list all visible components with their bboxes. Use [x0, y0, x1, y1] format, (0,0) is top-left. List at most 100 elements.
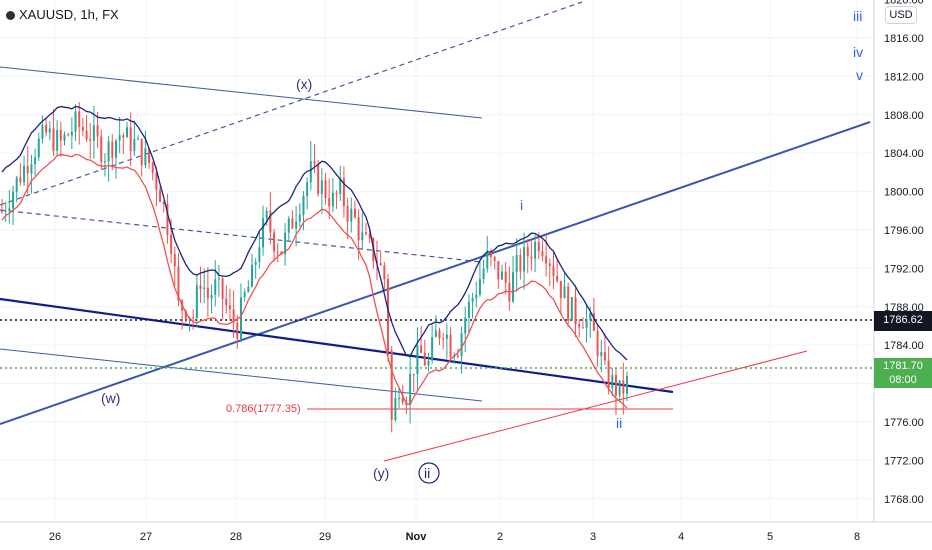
- candle-body: [195, 285, 198, 319]
- candle-body: [273, 232, 276, 252]
- candle-body: [464, 317, 467, 334]
- candle-body: [254, 261, 257, 265]
- candle-body: [236, 322, 239, 339]
- candle-body: [559, 280, 562, 299]
- candle-body: [585, 319, 588, 329]
- candle-body: [530, 256, 533, 259]
- candle-body: [170, 234, 173, 254]
- candle-body: [8, 208, 11, 211]
- candle-body: [427, 360, 430, 366]
- candle-body: [137, 138, 140, 140]
- candle-body: [581, 327, 584, 329]
- candle-body: [361, 232, 364, 241]
- candle-body: [210, 294, 213, 299]
- candle-body: [416, 345, 419, 374]
- wave-label-w: (w): [101, 390, 120, 406]
- candle-body: [177, 266, 180, 301]
- candle-body: [166, 204, 169, 235]
- candle-body: [184, 310, 187, 319]
- candle-body: [368, 233, 371, 239]
- currency-button[interactable]: USD: [885, 6, 917, 24]
- candle-body: [295, 221, 298, 229]
- wave-label-ii-circle: ii: [424, 465, 430, 481]
- candle-body: [603, 352, 606, 361]
- candle-body: [122, 135, 125, 138]
- y-tick-label: 1796.00: [884, 225, 924, 237]
- symbol-title[interactable]: XAUUSD, 1h, FX: [6, 7, 119, 22]
- candle-body: [276, 251, 279, 253]
- candle-body: [284, 232, 287, 255]
- candle-body: [501, 271, 503, 280]
- candle-body: [607, 360, 610, 389]
- candle-body: [431, 337, 434, 361]
- symbol-text: XAUUSD, 1h, FX: [19, 7, 119, 22]
- candle-body: [70, 131, 73, 136]
- wave-circle: [418, 462, 440, 484]
- candle-body: [111, 141, 114, 158]
- candle-body: [78, 111, 81, 127]
- x-tick-label: Nov: [406, 531, 428, 543]
- lower-band-line: [1, 153, 628, 409]
- candle-body: [85, 130, 88, 140]
- level-1786-box: [874, 311, 932, 331]
- upper-band-line: [1, 105, 628, 361]
- candle-body: [379, 263, 382, 266]
- wave-label-iv: iv: [853, 44, 863, 60]
- candle-body: [324, 180, 327, 199]
- candle-body: [618, 380, 621, 396]
- dashed-upper-channel: [0, 1, 583, 206]
- candle-body: [45, 124, 48, 133]
- candle-body: [23, 165, 26, 183]
- candle-body: [346, 205, 349, 222]
- x-tick-label: 2: [497, 531, 503, 543]
- y-tick-label: 1812.00: [884, 71, 924, 83]
- candle-body: [151, 162, 154, 173]
- candle-body: [1, 210, 3, 212]
- candle-body: [353, 208, 356, 218]
- upper-channel-line: [0, 66, 483, 119]
- candle-body: [570, 297, 573, 321]
- candles: [1, 102, 628, 433]
- candle-body: [114, 140, 117, 158]
- candle-body: [217, 278, 220, 280]
- candle-body: [475, 294, 478, 299]
- chart-grid: [0, 0, 874, 522]
- candle-body: [317, 164, 320, 194]
- wave-label-v: v: [856, 67, 863, 83]
- candle-body: [423, 352, 426, 366]
- candle-body: [306, 182, 309, 197]
- x-tick-label: 27: [140, 531, 152, 543]
- candle-body: [155, 172, 158, 190]
- wave-label-iii: iii: [853, 8, 862, 24]
- candle-body: [265, 210, 268, 219]
- candle-body: [206, 287, 209, 299]
- candle-body: [489, 250, 492, 258]
- candle-body: [420, 345, 423, 353]
- candle-body: [471, 298, 474, 302]
- candle-body: [48, 128, 51, 133]
- candle-body: [412, 373, 415, 375]
- candle-body: [357, 217, 360, 241]
- candle-body: [342, 178, 345, 206]
- y-tick-label: 1784.00: [884, 340, 924, 352]
- level-1786-label: 1786.62: [883, 314, 923, 326]
- candle-body: [387, 279, 390, 351]
- candle-body: [173, 253, 176, 267]
- wave-label-y: (y): [373, 465, 389, 481]
- y-tick-label: 1808.00: [884, 110, 924, 122]
- candle-body: [614, 375, 617, 396]
- candle-body: [126, 127, 128, 138]
- candle-body: [486, 250, 489, 269]
- candle-body: [140, 138, 143, 166]
- candle-body: [445, 334, 448, 339]
- candle-body: [578, 324, 581, 328]
- x-tick-label: 28: [230, 531, 242, 543]
- red-rising-line: [383, 350, 808, 462]
- candle-body: [258, 247, 261, 262]
- candle-body: [162, 202, 165, 205]
- candle-body: [34, 157, 37, 165]
- candle-body: [537, 241, 540, 252]
- last-price-label: 1781.70: [883, 360, 923, 372]
- candle-body: [545, 256, 548, 264]
